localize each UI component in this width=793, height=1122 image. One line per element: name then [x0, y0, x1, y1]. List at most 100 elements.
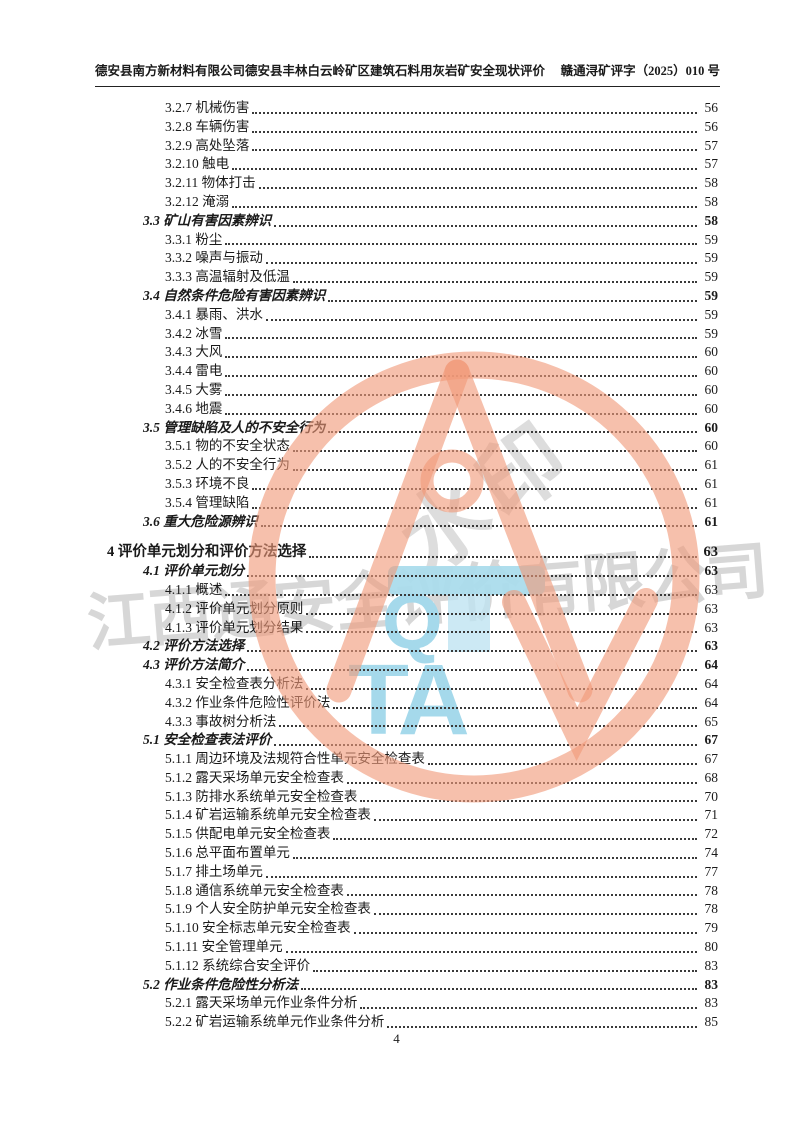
toc-entry: 3.3 矿山有害因素辨识 58: [100, 212, 718, 231]
toc-dotted-leader: [346, 893, 697, 897]
toc-entry-label: 3.4.4 雷电: [165, 363, 223, 379]
toc-entry-label: 3.2.8 车辆伤害: [165, 118, 250, 134]
toc-entry: 3.2.10 触电 57: [100, 155, 718, 174]
toc-page-number: 59: [704, 231, 719, 247]
toc-entry: 5.1.4 矿岩运输系统单元安全检查表 71: [100, 806, 718, 825]
toc-entry-label: 5.1.7 排土场单元: [165, 863, 263, 879]
toc-dotted-leader: [225, 336, 697, 340]
toc-dotted-leader: [225, 355, 697, 359]
toc-entry-label: 3.2.11 物体打击: [165, 175, 256, 191]
toc-dotted-leader: [225, 593, 697, 596]
toc-entry-label: 4.1 评价单元划分: [143, 563, 245, 579]
toc-entry-label: 3.5.2 人的不安全行为: [165, 457, 290, 473]
toc-page-number: 60: [704, 400, 719, 416]
toc-page-number: 64: [704, 657, 719, 673]
toc-page-number: 59: [704, 269, 719, 285]
toc-entry-label: 5.1.6 总平面布置单元: [165, 845, 290, 861]
toc-entry: 5.1.1 周边环境及法规符合性单元安全检查表 67: [100, 750, 718, 769]
toc-entry-label: 3.4.3 大风: [165, 344, 223, 360]
toc-entry: 3.5.3 环境不良 61: [100, 475, 718, 494]
toc-entry: 3.4.5 大雾 60: [100, 381, 718, 400]
toc-entry: 3.5.2 人的不安全行为 61: [100, 456, 718, 475]
toc-dotted-leader: [232, 205, 697, 208]
toc-page-number: 63: [703, 544, 719, 561]
toc-dotted-leader: [328, 430, 697, 434]
toc-page-number: 58: [704, 212, 719, 228]
toc-entry-label: 4.1.3 评价单元划分结果: [165, 619, 304, 635]
toc-dotted-leader: [346, 781, 697, 784]
toc-entry: 3.4.6 地震 60: [100, 400, 718, 419]
toc-dotted-leader: [306, 630, 697, 634]
toc-entry: 3.2.7 机械伤害 56: [100, 99, 718, 118]
toc-entry-label: 3.3.3 高温辐射及低温: [165, 269, 290, 285]
toc-entry-label: 5.2.2 矿岩运输系统单元作业条件分析: [165, 1014, 385, 1030]
toc-entry-label: 5.1.10 安全标志单元安全检查表: [165, 920, 351, 936]
toc-entry: 5.1.8 通信系统单元安全检查表 78: [100, 882, 718, 901]
toc-entry-label: 3.4.6 地震: [165, 400, 223, 416]
toc-entry: 3.5.4 管理缺陷 61: [100, 494, 718, 513]
toc-page-number: 71: [704, 807, 719, 823]
toc-dotted-leader: [328, 299, 697, 302]
toc-entry: 3.4.4 雷电 60: [100, 362, 718, 381]
toc-entry-label: 3.5.1 物的不安全状态: [165, 438, 290, 454]
page-header: 德安县南方新材料有限公司德安县丰林白云岭矿区建筑石料用灰岩矿安全现状评价 赣通浔…: [95, 60, 720, 87]
toc-entry: 3.5 管理缺陷及人的不安全行为 60: [100, 419, 718, 438]
toc-dotted-leader: [427, 762, 697, 765]
toc-entry: 3.4.1 暴雨、洪水 59: [100, 306, 718, 325]
toc-entry-label: 5.1.5 供配电单元安全检查表: [165, 826, 331, 842]
toc-dotted-leader: [353, 931, 697, 935]
toc-page-number: 59: [704, 287, 719, 303]
toc-page-number: 63: [704, 563, 719, 579]
toc-entry-label: 3.4.2 冰雪: [165, 325, 223, 341]
toc-dotted-leader: [306, 612, 697, 615]
toc-page-number: 65: [704, 713, 719, 729]
toc-entry-label: 3.5.4 管理缺陷: [165, 494, 250, 510]
toc-dotted-leader: [373, 912, 697, 916]
toc-dotted-leader: [306, 687, 697, 690]
toc-page-number: 60: [704, 381, 719, 397]
toc-entry-label: 5.1.8 通信系统单元安全检查表: [165, 882, 344, 898]
toc-entry: 3.2.11 物体打击 58: [100, 174, 718, 193]
toc-entry-label: 3.4 自然条件危险有害因素辨识: [143, 287, 326, 303]
toc-dotted-leader: [247, 574, 697, 577]
toc-entry-label: 3.5.3 环境不良: [165, 475, 250, 491]
toc-page-number: 83: [704, 957, 719, 973]
toc-entry: 5.2 作业条件危险性分析法 83: [100, 976, 718, 995]
toc-dotted-leader: [279, 724, 697, 728]
table-of-contents: 3.2.7 机械伤害 56 3.2.8 车辆伤害 56 3.2.9 高处坠落 57 3.2.…: [100, 99, 718, 1032]
toc-page-number: 72: [704, 826, 719, 842]
toc-entry: 3.3.2 噪声与振动 59: [100, 249, 718, 268]
toc-entry-label: 3.6 重大危险源辨识: [143, 513, 258, 529]
toc-entry: 3.3.3 高温辐射及低温 59: [100, 268, 718, 287]
toc-entry: 4.1.3 评价单元划分结果 63: [100, 619, 718, 638]
toc-entry: 5.1 安全检查表法评价 67: [100, 731, 718, 750]
toc-entry: 3.6 重大危险源辨识 61: [100, 513, 718, 532]
toc-entry: 4.3.2 作业条件危险性评价法 64: [100, 694, 718, 713]
toc-entry: 5.1.3 防排水系统单元安全检查表 70: [100, 788, 718, 807]
toc-entry-label: 3.4.5 大雾: [165, 381, 223, 397]
toc-entry: 5.2.1 露天采场单元作业条件分析 83: [100, 994, 718, 1013]
toc-page-number: 74: [704, 845, 719, 861]
footer-page-number: 4: [393, 1031, 400, 1046]
toc-entry: 3.5.1 物的不安全状态 60: [100, 437, 718, 456]
toc-page-number: 64: [704, 694, 719, 710]
toc-entry: 4.1.2 评价单元划分原则 63: [100, 600, 718, 619]
toc-dotted-leader: [292, 468, 697, 471]
toc-page-number: 64: [704, 675, 719, 691]
toc-dotted-leader: [373, 818, 697, 822]
toc-entry-label: 4.2 评价方法选择: [143, 638, 245, 654]
toc-entry: 3.3.1 粉尘 59: [100, 231, 718, 250]
toc-entry-label: 3.2.12 淹溺: [165, 193, 230, 209]
toc-page-number: 60: [704, 344, 719, 360]
toc-entry-label: 4.1.2 评价单元划分原则: [165, 600, 304, 616]
toc-page-number: 56: [704, 100, 719, 115]
toc-dotted-leader: [265, 875, 697, 878]
toc-entry: 5.1.5 供配电单元安全检查表 72: [100, 825, 718, 844]
toc-page-number: 70: [704, 788, 719, 804]
toc-entry-label: 5.1 安全检查表法评价: [143, 732, 272, 748]
toc-page-number: 61: [704, 457, 719, 473]
toc-dotted-leader: [252, 148, 697, 152]
toc-entry-label: 4.3.2 作业条件危险性评价法: [165, 694, 331, 710]
toc-dotted-leader: [274, 224, 697, 227]
